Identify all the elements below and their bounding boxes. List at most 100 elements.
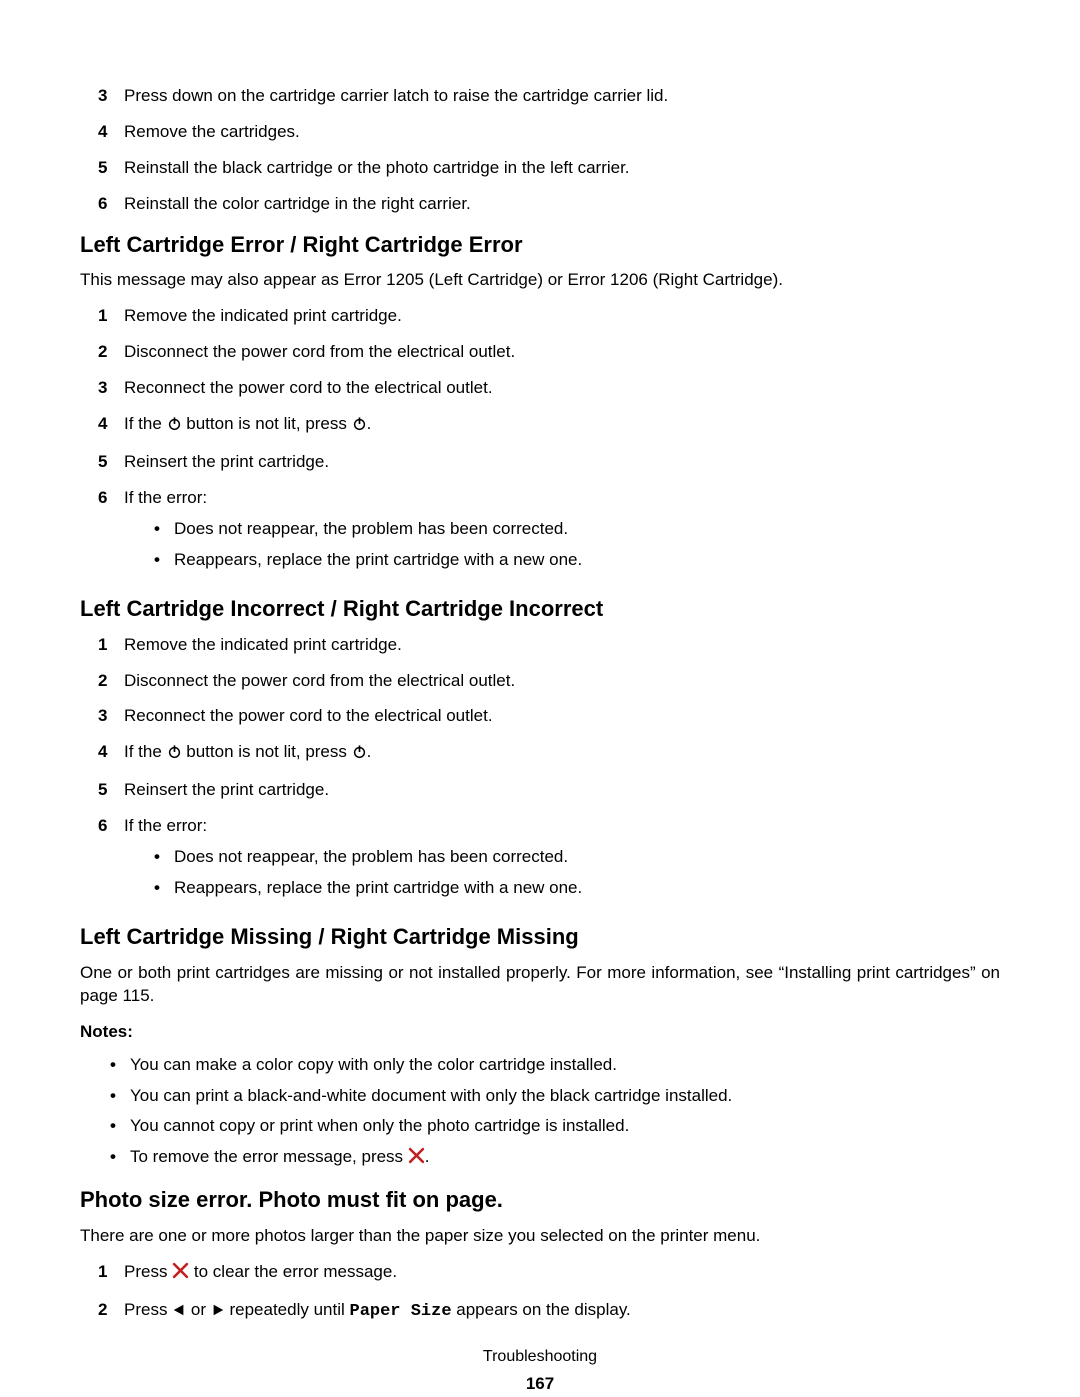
step-number: 5 [98,779,124,802]
text-fragment: repeatedly until [225,1300,350,1319]
list-item: 3Reconnect the power cord to the electri… [98,377,1000,400]
cancel-icon [408,1147,425,1171]
power-icon [167,415,182,438]
step-text: Reconnect the power cord to the electric… [124,705,1000,728]
paragraph: One or both print cartridges are missing… [80,962,1000,1008]
power-icon [352,415,367,438]
text-fragment: to clear the error message. [189,1262,397,1281]
power-icon [167,743,182,766]
step-text: Press or repeatedly until Paper Size app… [124,1299,1000,1324]
sub-bullets: Does not reappear, the problem has been … [154,846,1000,900]
text-fragment: appears on the display. [452,1300,631,1319]
bullet-item: Reappears, replace the print cartridge w… [154,877,1000,900]
bullet-item: Does not reappear, the problem has been … [154,518,1000,541]
text-fragment: . [367,742,372,761]
heading-cartridge-missing: Left Cartridge Missing / Right Cartridge… [80,922,1000,952]
text-fragment: . [367,414,372,433]
step-number: 3 [98,85,124,108]
list-item: 2Disconnect the power cord from the elec… [98,670,1000,693]
list-item: 6Reinstall the color cartridge in the ri… [98,193,1000,216]
list-item: 4If the button is not lit, press . [98,741,1000,766]
list-item: 1Remove the indicated print cartridge. [98,634,1000,657]
photo-steps: 1Press to clear the error message. 2Pres… [98,1261,1000,1324]
bullet-item: You can make a color copy with only the … [110,1054,1000,1077]
page-number: 167 [80,1373,1000,1396]
list-item: 6If the error: Does not reappear, the pr… [98,487,1000,580]
bullet-text: Reappears, replace the print cartridge w… [174,549,582,572]
text-fragment: If the error: [124,816,207,835]
step-number: 1 [98,1261,124,1286]
list-item: 4Remove the cartridges. [98,121,1000,144]
step-text: Disconnect the power cord from the elect… [124,670,1000,693]
list-item: 2Press or repeatedly until Paper Size ap… [98,1299,1000,1324]
step-text: If the button is not lit, press . [124,413,1000,438]
text-fragment: or [186,1300,211,1319]
step-text: Remove the indicated print cartridge. [124,634,1000,657]
text-fragment: Press [124,1262,172,1281]
notes-bullets: You can make a color copy with only the … [110,1054,1000,1172]
list-item: 3Reconnect the power cord to the electri… [98,705,1000,728]
heading-cartridge-incorrect: Left Cartridge Incorrect / Right Cartrid… [80,594,1000,624]
cancel-icon [172,1262,189,1286]
bullet-text: You can make a color copy with only the … [130,1054,617,1077]
incorrect-steps: 1Remove the indicated print cartridge. 2… [98,634,1000,909]
right-arrow-icon [211,1301,225,1324]
bullet-text: Reappears, replace the print cartridge w… [174,877,582,900]
bullet-item: Reappears, replace the print cartridge w… [154,549,1000,572]
text-fragment: If the error: [124,488,207,507]
step-text: If the error: Does not reappear, the pro… [124,815,1000,908]
list-item: 5Reinstall the black cartridge or the ph… [98,157,1000,180]
error-steps: 1Remove the indicated print cartridge. 2… [98,305,1000,580]
power-icon [352,743,367,766]
step-text: Press to clear the error message. [124,1261,1000,1286]
text-fragment: If the [124,414,167,433]
text-fragment: . [425,1147,430,1166]
step-text: Reconnect the power cord to the electric… [124,377,1000,400]
paragraph: There are one or more photos larger than… [80,1225,1000,1248]
list-item: 1Press to clear the error message. [98,1261,1000,1286]
step-number: 4 [98,121,124,144]
text-fragment: If the [124,742,167,761]
step-text: Press down on the cartridge carrier latc… [124,85,1000,108]
bullet-item: Does not reappear, the problem has been … [154,846,1000,869]
list-item: 3Press down on the cartridge carrier lat… [98,85,1000,108]
bullet-text: Does not reappear, the problem has been … [174,846,568,869]
heading-cartridge-error: Left Cartridge Error / Right Cartridge E… [80,230,1000,260]
bullet-item: You can print a black-and-white document… [110,1085,1000,1108]
step-text: If the error: Does not reappear, the pro… [124,487,1000,580]
step-number: 3 [98,377,124,400]
step-number: 1 [98,634,124,657]
text-fragment: Press [124,1300,172,1319]
step-number: 6 [98,193,124,216]
step-text: Reinstall the color cartridge in the rig… [124,193,1000,216]
step-number: 6 [98,487,124,580]
bullet-text: You can print a black-and-white document… [130,1085,732,1108]
intro-steps: 3Press down on the cartridge carrier lat… [98,85,1000,216]
step-number: 4 [98,741,124,766]
step-number: 2 [98,341,124,364]
display-text: Paper Size [350,1302,452,1321]
step-text: Reinsert the print cartridge. [124,451,1000,474]
step-number: 4 [98,413,124,438]
bullet-text: To remove the error message, press . [130,1146,430,1171]
step-number: 2 [98,1299,124,1324]
left-arrow-icon [172,1301,186,1324]
text-fragment: button is not lit, press [182,414,352,433]
step-text: Reinsert the print cartridge. [124,779,1000,802]
list-item: 6If the error: Does not reappear, the pr… [98,815,1000,908]
page-footer: Troubleshooting 167 [80,1346,1000,1397]
step-text: Reinstall the black cartridge or the pho… [124,157,1000,180]
text-fragment: To remove the error message, press [130,1147,408,1166]
step-text: Remove the indicated print cartridge. [124,305,1000,328]
list-item: 5Reinsert the print cartridge. [98,451,1000,474]
step-number: 5 [98,157,124,180]
step-number: 1 [98,305,124,328]
bullet-text: You cannot copy or print when only the p… [130,1115,629,1138]
step-number: 2 [98,670,124,693]
step-text: If the button is not lit, press . [124,741,1000,766]
list-item: 2Disconnect the power cord from the elec… [98,341,1000,364]
bullet-item: To remove the error message, press . [110,1146,1000,1171]
step-number: 5 [98,451,124,474]
list-item: 1Remove the indicated print cartridge. [98,305,1000,328]
step-text: Disconnect the power cord from the elect… [124,341,1000,364]
